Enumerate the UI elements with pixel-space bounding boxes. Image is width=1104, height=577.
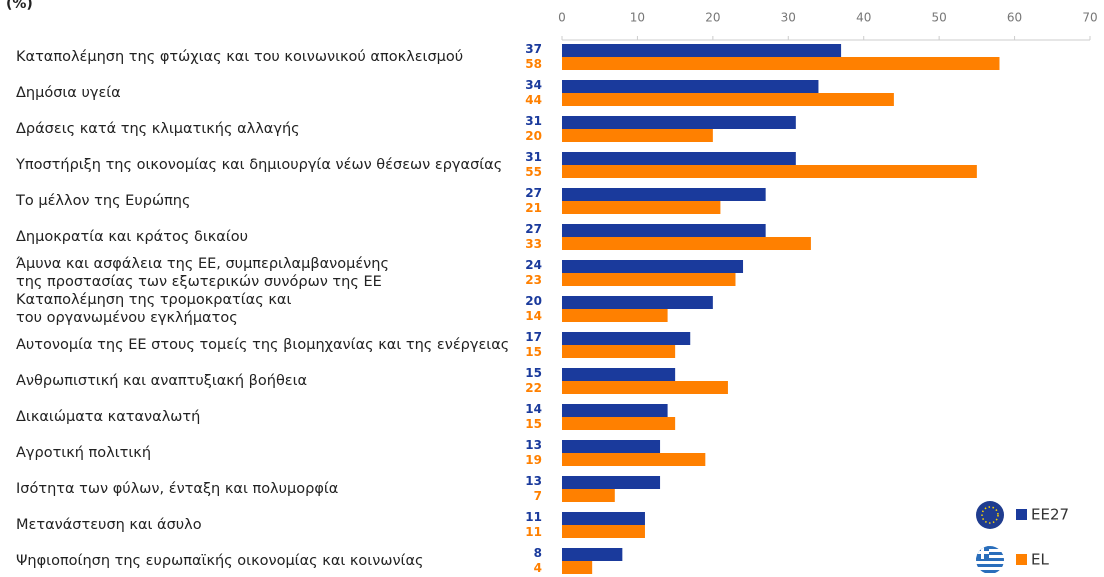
value-label: 19 xyxy=(525,453,542,467)
value-label: 58 xyxy=(525,57,542,71)
category-label: Ανθρωπιστική και αναπτυξιακή βοήθεια xyxy=(16,373,308,389)
bar xyxy=(562,80,819,93)
category-label: Δικαιώματα καταναλωτή xyxy=(16,409,201,425)
bar xyxy=(562,188,766,201)
category-label: Ισότητα των φύλων, ένταξη και πολυμορφία xyxy=(16,481,339,497)
value-label: 34 xyxy=(525,78,542,92)
legend-swatch xyxy=(1016,554,1027,565)
bar xyxy=(562,404,668,417)
bar xyxy=(562,548,623,561)
value-label: 44 xyxy=(525,93,542,107)
category-label: Καταπολέμηση της τρομοκρατίας και του ορ… xyxy=(16,292,292,326)
value-label: 31 xyxy=(525,114,542,128)
bar xyxy=(562,93,894,106)
value-label: 15 xyxy=(525,417,542,431)
legend-label: EE27 xyxy=(1031,506,1069,524)
value-label: 7 xyxy=(534,489,542,503)
value-label: 37 xyxy=(525,42,542,56)
value-label: 23 xyxy=(525,273,542,287)
category-label: Αγροτική πολιτική xyxy=(16,445,152,461)
category-label: Μετανάστευση και άσυλο xyxy=(16,517,202,533)
category-label: Δημόσια υγεία xyxy=(16,85,121,101)
value-label: 21 xyxy=(525,201,542,215)
value-label: 31 xyxy=(525,150,542,164)
bar xyxy=(562,476,661,489)
value-label: 15 xyxy=(525,345,542,359)
value-label: 27 xyxy=(525,222,542,236)
value-label: 8 xyxy=(534,546,542,560)
x-tick-label: 30 xyxy=(781,11,796,25)
value-label: 27 xyxy=(525,186,542,200)
category-label: Υποστήριξη της οικονομίας και δημιουργία… xyxy=(16,157,503,173)
x-tick-label: 70 xyxy=(1082,11,1097,25)
chart-title: (%) xyxy=(6,0,33,12)
value-label: 24 xyxy=(525,258,542,272)
greek-flag xyxy=(976,546,1004,574)
category-label: Δημοκρατία και κράτος δικαίου xyxy=(16,229,249,245)
bar xyxy=(562,116,796,129)
value-label: 11 xyxy=(525,525,542,539)
bar xyxy=(562,512,645,525)
value-label: 4 xyxy=(534,561,542,575)
x-tick-label: 20 xyxy=(705,11,720,25)
category-label: Το μέλλον της Ευρώπης xyxy=(16,193,191,209)
x-tick-label: 10 xyxy=(630,11,645,25)
category-label: Ψηφιοποίηση της ευρωπαϊκής οικονομίας κα… xyxy=(16,553,424,569)
category-label: Αυτονομία της ΕΕ στους τομείς της βιομηχ… xyxy=(16,337,510,353)
x-tick-label: 60 xyxy=(1007,11,1022,25)
bar xyxy=(562,561,593,574)
bar xyxy=(562,152,796,165)
value-label: 33 xyxy=(525,237,542,251)
bar xyxy=(562,165,977,178)
value-label: 11 xyxy=(525,510,542,524)
x-tick-label: 50 xyxy=(932,11,947,25)
value-label: 55 xyxy=(525,165,542,179)
value-label: 14 xyxy=(525,309,542,323)
bar xyxy=(562,332,691,345)
bar xyxy=(562,57,1000,70)
bar xyxy=(562,417,676,430)
category-label: Άμυνα και ασφάλεια της ΕΕ, συμπεριλαμβαν… xyxy=(16,256,389,290)
value-label: 15 xyxy=(525,366,542,380)
bar xyxy=(562,296,713,309)
bar xyxy=(562,309,668,322)
eu-flag xyxy=(976,501,1004,529)
legend-label: EL xyxy=(1031,551,1049,569)
value-label: 17 xyxy=(525,330,542,344)
x-tick-label: 40 xyxy=(856,11,871,25)
bar xyxy=(562,44,842,57)
bar xyxy=(562,237,811,250)
value-label: 14 xyxy=(525,402,542,416)
category-label: Δράσεις κατά της κλιματικής αλλαγής xyxy=(16,121,300,137)
bar xyxy=(562,201,721,214)
x-tick-label: 0 xyxy=(558,11,566,25)
bar xyxy=(562,381,728,394)
value-label: 20 xyxy=(525,129,542,143)
category-label: Καταπολέμηση της φτώχιας και του κοινωνι… xyxy=(16,49,464,65)
eu-stars xyxy=(981,506,999,524)
bar xyxy=(562,368,676,381)
value-label: 20 xyxy=(525,294,542,308)
bar xyxy=(562,525,645,538)
bar xyxy=(562,489,615,502)
legend-swatch xyxy=(1016,509,1027,520)
bar xyxy=(562,440,661,453)
bar xyxy=(562,273,736,286)
value-label: 22 xyxy=(525,381,542,395)
bar xyxy=(562,453,706,466)
value-label: 13 xyxy=(525,438,542,452)
bar xyxy=(562,129,713,142)
value-label: 13 xyxy=(525,474,542,488)
bar xyxy=(562,224,766,237)
bar xyxy=(562,345,676,358)
bar xyxy=(562,260,744,273)
